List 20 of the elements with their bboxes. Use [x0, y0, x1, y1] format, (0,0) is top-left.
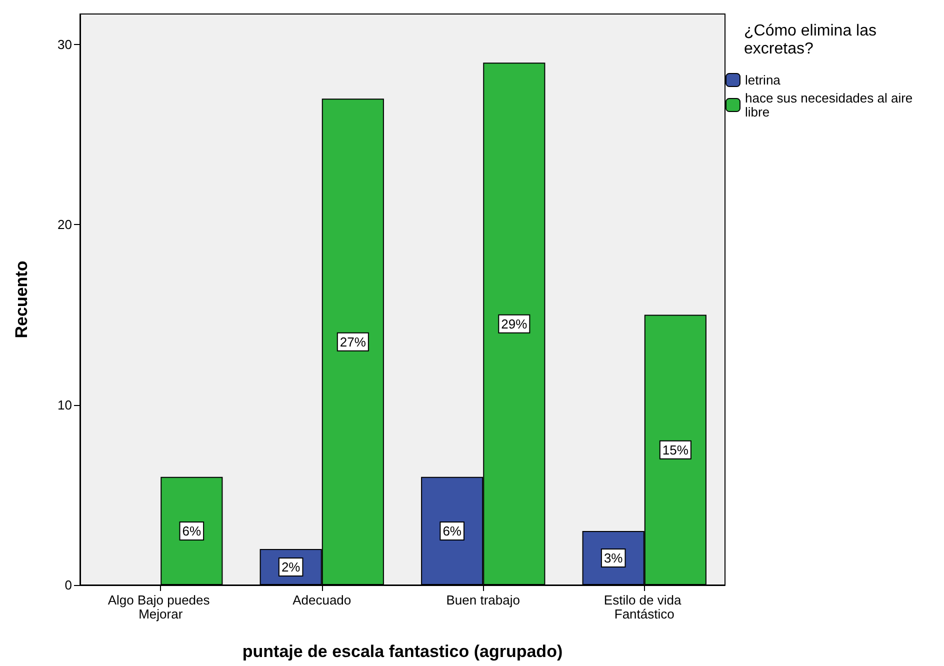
data-label: 2%: [281, 559, 301, 574]
legend-label: letrina: [745, 72, 782, 88]
data-label: 6%: [182, 523, 202, 538]
data-label: 29%: [501, 316, 528, 332]
y-tick-label: 30: [58, 37, 72, 52]
data-label: 6%: [442, 523, 462, 538]
data-label: 15%: [662, 442, 689, 458]
x-tick-label: Algo Bajo puedes Mejorar: [108, 592, 214, 622]
y-axis-title: Recuento: [12, 260, 31, 338]
data-label: 3%: [604, 550, 624, 566]
x-axis-title: puntaje de escala fantastico (agrupado): [242, 642, 563, 661]
legend-title: ¿Cómo elimina las excretas?: [744, 22, 881, 58]
y-tick-label: 10: [58, 397, 72, 412]
x-tick-label: Adecuado: [292, 592, 352, 608]
y-tick-label: 20: [58, 217, 72, 232]
legend-label: hace sus necesidades al aire libre: [745, 90, 916, 120]
y-tick-label: 0: [64, 578, 72, 592]
x-tick-label: Estilo de vida Fantástico: [604, 592, 685, 622]
data-label: 27%: [340, 334, 366, 350]
x-tick-label: Buen trabajo: [446, 592, 520, 608]
